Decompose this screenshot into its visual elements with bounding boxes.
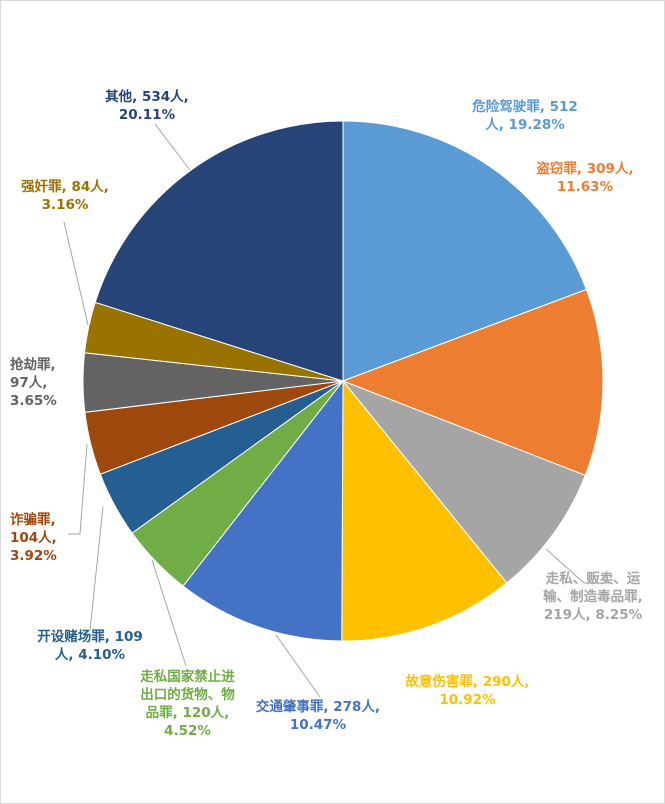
leader-line bbox=[151, 559, 187, 667]
data-label-line: 品罪, 120人, bbox=[145, 705, 230, 721]
data-label: 诈骗罪, 104人, 3.92% bbox=[10, 511, 90, 565]
pie-slice bbox=[341, 288, 604, 477]
leader-line bbox=[63, 221, 89, 326]
pie-slice bbox=[94, 120, 344, 382]
data-label-line: 4.52% bbox=[164, 723, 211, 739]
data-label-line: 11.63% bbox=[556, 179, 614, 195]
data-label: 其他, 534人, 20.11% bbox=[82, 88, 212, 124]
data-label-line: 人, 4.10% bbox=[54, 647, 126, 663]
data-label-line: 3.16% bbox=[41, 197, 89, 213]
data-label: 危险驾驶罪, 512 人, 19.28% bbox=[450, 98, 600, 134]
data-label: 强奸罪, 84人, 3.16% bbox=[10, 178, 120, 214]
leader-line bbox=[275, 634, 321, 698]
leader-line bbox=[89, 506, 104, 631]
data-label-line: 诈骗罪, bbox=[10, 512, 56, 528]
pie-slice bbox=[342, 120, 588, 382]
pie-slice bbox=[341, 379, 508, 642]
data-label-line: 3.92% bbox=[10, 548, 57, 564]
pie-slice bbox=[182, 379, 344, 642]
data-label-line: 输、制造毒品罪, bbox=[543, 589, 643, 605]
data-label-line: 其他, 534人, bbox=[105, 89, 189, 105]
data-label-line: 故意伤害罪, 290人, bbox=[405, 674, 530, 690]
data-label-line: 走私国家禁止进 bbox=[140, 669, 235, 685]
leader-line bbox=[545, 548, 610, 584]
data-label: 抢劫罪, 97人, 3.65% bbox=[10, 356, 90, 410]
data-label: 故意伤害罪, 290人, 10.92% bbox=[390, 673, 545, 709]
data-label-line: 交通肇事罪, 278人, bbox=[255, 699, 381, 715]
data-label-line: 20.11% bbox=[118, 107, 176, 123]
data-label-line: 104人, bbox=[10, 530, 57, 546]
data-label-line: 盗窃罪, 309人, bbox=[536, 161, 634, 177]
pie-slice bbox=[341, 379, 586, 584]
data-label: 开设赌场罪, 109 人, 4.10% bbox=[20, 628, 160, 664]
data-label-line: 危险驾驶罪, 512 bbox=[472, 99, 578, 115]
leader-line bbox=[68, 443, 88, 535]
data-label: 走私国家禁止进 出口的货物、物 品罪, 120人, 4.52% bbox=[120, 668, 255, 740]
data-label-line: 开设赌场罪, 109 bbox=[37, 629, 143, 645]
data-label: 走私、贩卖、运 输、制造毒品罪, 219人, 8.25% bbox=[528, 570, 658, 624]
data-label-line: 219人, 8.25% bbox=[543, 607, 643, 623]
data-label-line: 出口的货物、物 bbox=[140, 687, 235, 703]
data-label-line: 强奸罪, 84人, bbox=[21, 179, 109, 195]
data-label-line: 抢劫罪, bbox=[10, 357, 56, 373]
data-label-line: 人, 19.28% bbox=[485, 117, 565, 133]
data-label-line: 10.47% bbox=[289, 717, 347, 733]
leader-line bbox=[154, 123, 191, 171]
data-label: 盗窃罪, 309人, 11.63% bbox=[515, 160, 655, 196]
data-label-line: 3.65% bbox=[10, 393, 57, 409]
data-label-line: 10.92% bbox=[439, 692, 496, 708]
data-label-line: 97人, bbox=[10, 375, 48, 391]
data-label-line: 走私、贩卖、运 bbox=[545, 571, 641, 587]
data-label: 交通肇事罪, 278人, 10.47% bbox=[243, 698, 393, 734]
